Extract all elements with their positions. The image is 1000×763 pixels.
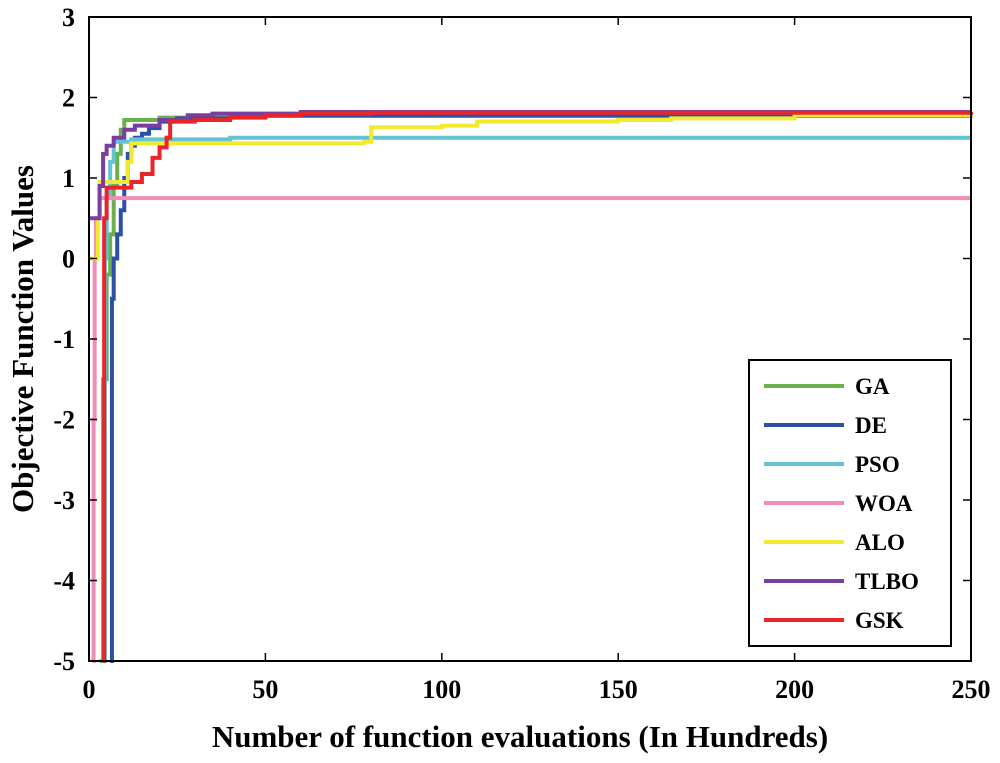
legend: GA DE PSO WOA ALO TLBO GSK [748,359,952,647]
x-axis-title: Number of function evaluations (In Hundr… [212,719,828,754]
y-tick-label: 0 [62,245,75,274]
legend-label-de: DE [855,413,887,438]
y-tick-label: -5 [53,647,75,676]
y-tick-label: -4 [53,567,75,596]
y-axis-title: Objective Function Values [5,165,40,513]
y-tick-label: 1 [62,164,75,193]
y-tick-label: -3 [53,486,75,515]
x-tick-label: 250 [952,675,991,704]
x-tick-label: 200 [775,675,814,704]
x-tick-label: 0 [83,675,96,704]
legend-label-alo: ALO [855,530,905,555]
series-gsk [102,110,973,663]
x-tick-label: 150 [599,675,638,704]
y-tick-label: 3 [62,3,75,32]
legend-label-pso: PSO [855,452,900,477]
legend-label-ga: GA [855,374,890,399]
x-tick-label: 50 [252,675,278,704]
y-tick-label: -2 [53,406,75,435]
legend-label-woa: WOA [855,491,913,516]
series-layer [89,109,973,663]
legend-label-gsk: GSK [855,608,904,633]
y-tick-label: 2 [62,84,75,113]
series-tlbo [89,109,971,221]
ticks-layer: 0 50 100 150 200 250 -5 -4 -3 -2 -1 0 1 2 3 [53,3,990,704]
y-tick-label: -1 [53,325,75,354]
series-alo [89,113,973,261]
legend-label-tlbo: TLBO [855,569,919,594]
x-tick-label: 100 [422,675,461,704]
